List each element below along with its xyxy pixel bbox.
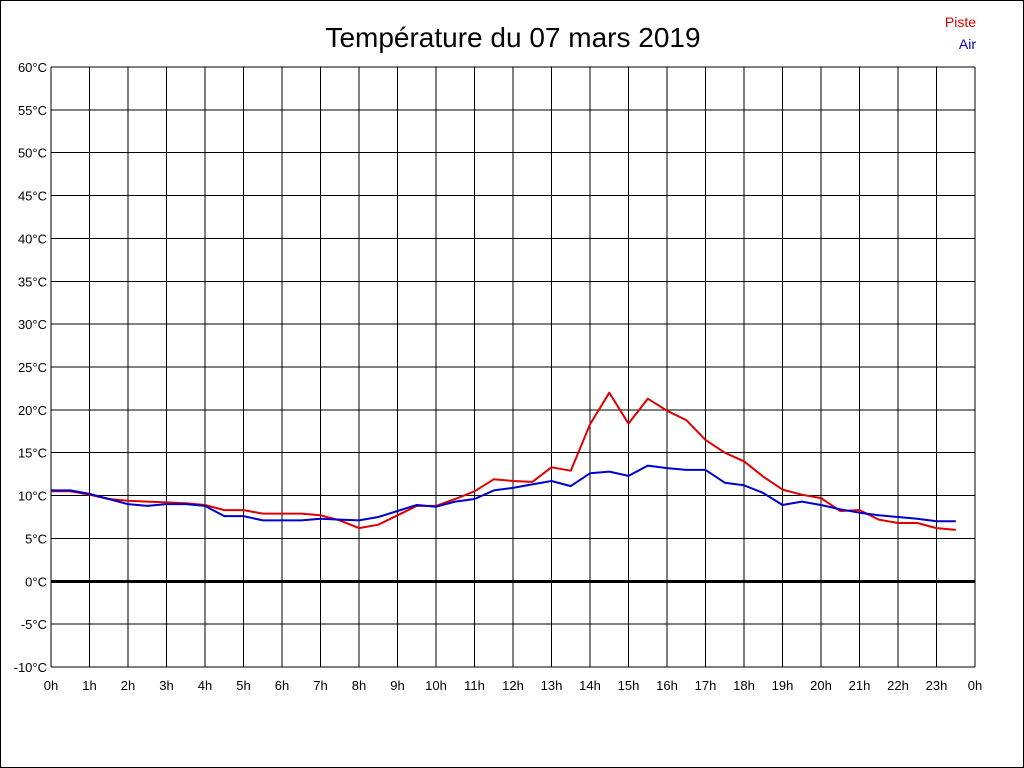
- y-tick-label: 55°C: [18, 103, 47, 118]
- x-tick-label: 6h: [275, 678, 289, 693]
- x-tick-label: 9h: [390, 678, 404, 693]
- y-tick-label: 50°C: [18, 146, 47, 161]
- y-tick-label: 40°C: [18, 231, 47, 246]
- x-tick-label: 1h: [82, 678, 96, 693]
- y-tick-label: 60°C: [18, 60, 47, 75]
- chart-legend: Piste Air: [945, 14, 976, 52]
- y-tick-label: 15°C: [18, 446, 47, 461]
- legend-entry-air: Air: [959, 36, 976, 52]
- x-tick-label: 3h: [159, 678, 173, 693]
- x-tick-label: 15h: [618, 678, 640, 693]
- x-tick-label: 22h: [887, 678, 909, 693]
- x-tick-label: 11h: [464, 678, 485, 693]
- y-tick-label: 30°C: [18, 317, 47, 332]
- series-line-air: [51, 464, 956, 523]
- x-tick-label: 16h: [656, 678, 678, 693]
- y-tick-label: 45°C: [18, 189, 47, 204]
- x-tick-label: 0h: [44, 678, 58, 693]
- x-tick-label: 20h: [810, 678, 832, 693]
- y-tick-label: -5°C: [21, 617, 47, 632]
- y-tick-label: 25°C: [18, 360, 47, 375]
- chart-grid: [50, 66, 976, 668]
- series-lines: [51, 391, 956, 531]
- y-axis-ticks: 60°C 55°C 50°C 45°C 40°C 35°C 30°C 25°C 20°C 15°C…: [14, 60, 47, 675]
- x-axis-ticks: 0h 1h 2h 3h 4h 5h 6h 7h 8h 9h 10h 11h 12h 13h 14h 15h 16…: [44, 678, 982, 693]
- x-tick-label: 13h: [541, 678, 563, 693]
- x-tick-label: 14h: [579, 678, 601, 693]
- y-tick-label: 0°C: [25, 574, 47, 589]
- y-tick-label: 5°C: [25, 531, 47, 546]
- x-tick-label: 0h: [968, 678, 982, 693]
- x-tick-label: 18h: [733, 678, 755, 693]
- legend-entry-piste: Piste: [945, 14, 976, 30]
- x-tick-label: 8h: [352, 678, 366, 693]
- x-tick-label: 4h: [198, 678, 212, 693]
- x-tick-label: 21h: [849, 678, 871, 693]
- x-tick-label: 10h: [425, 678, 447, 693]
- x-tick-label: 12h: [502, 678, 524, 693]
- y-tick-label: 20°C: [18, 403, 47, 418]
- series-line-piste: [51, 391, 956, 531]
- chart-title: Température du 07 mars 2019: [325, 22, 700, 53]
- x-tick-label: 17h: [695, 678, 717, 693]
- x-tick-label: 5h: [236, 678, 250, 693]
- x-tick-label: 7h: [313, 678, 327, 693]
- y-tick-label: 35°C: [18, 274, 47, 289]
- y-tick-label: 10°C: [18, 489, 47, 504]
- y-tick-label: -10°C: [14, 660, 47, 675]
- x-tick-label: 23h: [926, 678, 948, 693]
- x-tick-label: 2h: [121, 678, 135, 693]
- x-tick-label: 19h: [772, 678, 794, 693]
